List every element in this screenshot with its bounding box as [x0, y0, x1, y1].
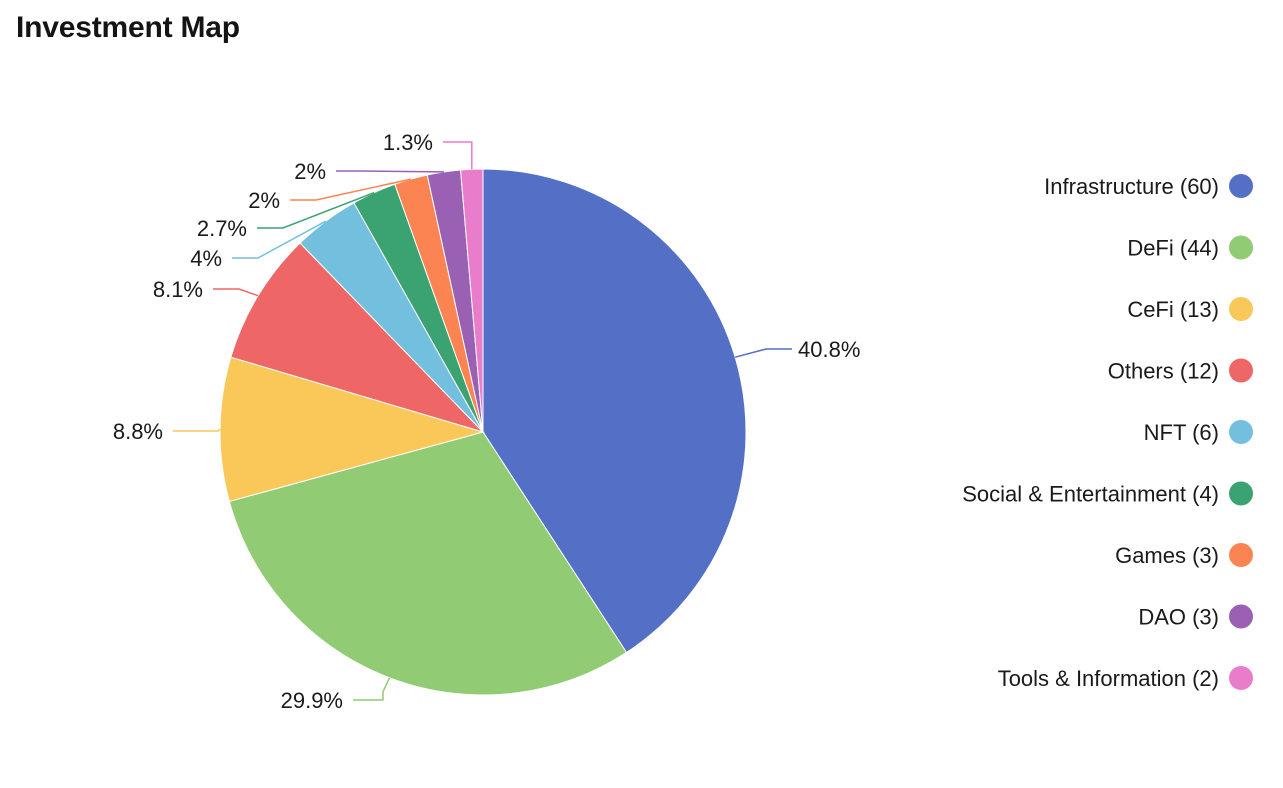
legend-marker: [1229, 481, 1253, 506]
legend-marker: [1229, 174, 1253, 198]
legend-item-defi[interactable]: DeFi (44): [1127, 235, 1253, 261]
leader-line-defi: [353, 677, 391, 701]
percent-label-defi: 29.9%: [281, 688, 343, 713]
legend-item-infrastructure[interactable]: Infrastructure (60): [1044, 174, 1253, 199]
legend-item-dao[interactable]: DAO (3): [1138, 604, 1253, 630]
leader-line-infrastructure: [734, 348, 792, 358]
leader-line-cefi: [173, 428, 221, 432]
legend-item-nft[interactable]: NFT (6): [1144, 420, 1253, 445]
leader-line-games: [290, 178, 412, 201]
legend-label: Social & Entertainment (4): [962, 482, 1219, 507]
legend-item-cefi[interactable]: CeFi (13): [1127, 297, 1253, 322]
pie-slice-tools-and-information[interactable]: [459, 168, 484, 433]
percent-label-others: 8.1%: [153, 277, 203, 302]
leader-line-social-and-entertainment: [257, 192, 375, 229]
percent-label-cefi: 8.8%: [113, 419, 163, 444]
pie-slice-cefi[interactable]: [219, 356, 485, 503]
legend-marker: [1229, 666, 1253, 690]
legend-item-others[interactable]: Others (12): [1108, 358, 1253, 384]
legend-label: DAO (3): [1138, 605, 1219, 630]
percent-label-infrastructure: 40.8%: [798, 337, 860, 362]
percent-label-social-and-entertainment: 2.7%: [197, 216, 247, 241]
legend-item-games[interactable]: Games (3): [1115, 543, 1253, 568]
legend-label: Games (3): [1115, 543, 1219, 568]
leader-line-others: [213, 288, 259, 297]
leader-line-tools-and-information: [443, 141, 473, 170]
legend-label: DeFi (44): [1127, 236, 1219, 261]
legend-marker: [1229, 543, 1253, 567]
legend-marker: [1229, 235, 1253, 260]
legend-label: NFT (6): [1144, 420, 1219, 445]
pie-slice-defi[interactable]: [228, 431, 628, 696]
page-title: Investment Map: [16, 11, 240, 44]
legend-marker: [1229, 420, 1253, 444]
leader-line-dao: [336, 170, 444, 173]
legend-label: CeFi (13): [1127, 297, 1219, 322]
legend-marker: [1229, 604, 1253, 629]
legend-label: Tools & Information (2): [998, 666, 1219, 691]
leader-line-nft: [232, 220, 327, 259]
legend-label: Others (12): [1108, 359, 1219, 384]
percent-label-nft: 4%: [190, 246, 222, 271]
percent-label-games: 2%: [248, 188, 280, 213]
legend-item-tools-and-information[interactable]: Tools & Information (2): [998, 666, 1253, 691]
legend-item-social-and-entertainment[interactable]: Social & Entertainment (4): [962, 481, 1253, 507]
percent-label-dao: 2%: [294, 159, 326, 184]
legend-marker: [1229, 358, 1253, 383]
percent-label-tools-and-information: 1.3%: [383, 130, 433, 155]
legend-label: Infrastructure (60): [1044, 174, 1219, 199]
legend-marker: [1229, 297, 1253, 321]
